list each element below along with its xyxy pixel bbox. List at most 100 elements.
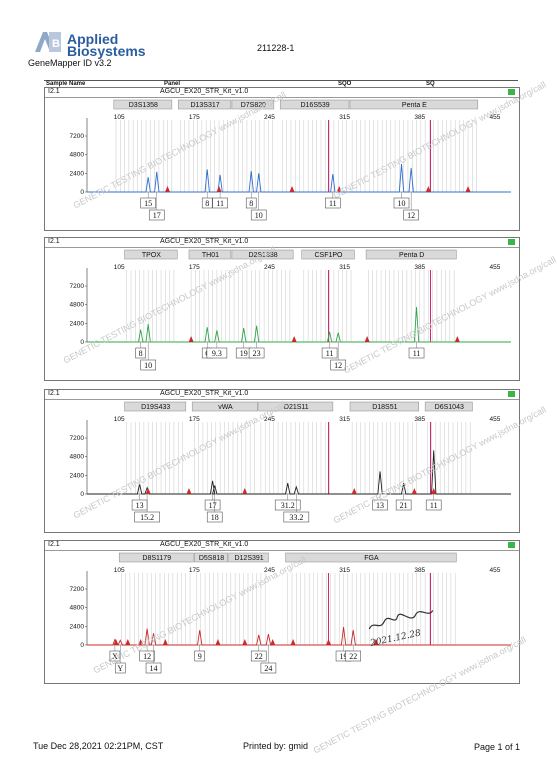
- x-tick-label: 455: [489, 567, 500, 574]
- allele-box[interactable]: [248, 347, 265, 359]
- sample-name: I2.1: [48, 390, 60, 397]
- locus-bar[interactable]: [177, 99, 232, 110]
- locus-bar[interactable]: [285, 552, 457, 563]
- allele-box[interactable]: [345, 650, 362, 662]
- allele-box[interactable]: [206, 511, 223, 523]
- size-standard-peak: [465, 186, 471, 192]
- locus-bar[interactable]: [118, 552, 194, 563]
- allele-box[interactable]: [109, 650, 121, 662]
- locus-bar[interactable]: [113, 99, 173, 110]
- allele-box[interactable]: [250, 209, 267, 221]
- allele-label: 15: [144, 199, 152, 208]
- x-tick-label: 105: [114, 416, 125, 423]
- locus-label: TH01: [202, 252, 219, 259]
- allele-label: 8: [249, 199, 253, 208]
- allele-box[interactable]: [321, 347, 338, 359]
- locus-bar[interactable]: [191, 401, 258, 412]
- trace-line: [87, 306, 511, 343]
- size-standard-peak: [216, 186, 222, 192]
- allele-box[interactable]: [201, 197, 213, 209]
- allele-box[interactable]: [403, 209, 419, 221]
- allele-box[interactable]: [140, 197, 156, 209]
- allele-box[interactable]: [393, 197, 410, 209]
- allele-box[interactable]: [325, 197, 341, 209]
- size-standard-peak: [364, 336, 370, 342]
- allele-box[interactable]: [135, 347, 146, 359]
- allele-box[interactable]: [408, 347, 425, 359]
- electropherogram-svg: D3S1358 D13S317 D7S820 D16S539 Penta E 105 175…: [70, 99, 511, 221]
- brand-line-2: Biosystems: [67, 43, 146, 59]
- x-tick-label: 175: [189, 567, 200, 574]
- locus-label: TPOX: [142, 252, 161, 259]
- allele-box[interactable]: [145, 662, 162, 674]
- quality-flag-icon: [508, 542, 515, 548]
- allele-box[interactable]: [260, 662, 277, 674]
- locus-label: D5S818: [199, 555, 224, 562]
- y-tick-label: 4800: [70, 454, 85, 461]
- locus-label: D16S539: [300, 102, 329, 109]
- signature-scribble: [368, 610, 434, 630]
- allele-label: 10: [144, 361, 152, 370]
- locus-bar[interactable]: [365, 249, 457, 260]
- locus-bar[interactable]: [231, 249, 294, 260]
- allele-box[interactable]: [395, 499, 412, 511]
- x-tick-label: 455: [489, 114, 500, 121]
- x-tick-label: 175: [189, 264, 200, 271]
- locus-bar[interactable]: [349, 99, 479, 110]
- size-standard-peak: [186, 488, 192, 494]
- locus-bar[interactable]: [124, 401, 187, 412]
- allele-label: 24: [264, 664, 272, 673]
- allele-box[interactable]: [250, 650, 267, 662]
- allele-box[interactable]: [194, 650, 206, 662]
- size-standard-peak: [454, 336, 460, 342]
- size-standard-peak: [125, 639, 131, 645]
- allele-box[interactable]: [204, 499, 221, 511]
- allele-box[interactable]: [139, 650, 155, 662]
- locus-bar[interactable]: [194, 552, 228, 563]
- locus-bar[interactable]: [188, 249, 232, 260]
- locus-bar[interactable]: [228, 552, 269, 563]
- x-tick-label: 315: [339, 416, 350, 423]
- allele-label: 15.2: [140, 513, 154, 522]
- ab-logo-icon: B: [35, 32, 61, 52]
- x-tick-label: 245: [264, 567, 275, 574]
- electropherogram-svg: D19S433 vWA D21S11 D18S51 D6S1043 105 175 245 31…: [70, 401, 511, 523]
- locus-bar[interactable]: [301, 249, 355, 260]
- electropherogram-svg: TPOX TH01 D2S1338 CSF1PO Penta D 105 175 245 315…: [70, 249, 511, 371]
- size-standard-peak: [165, 186, 171, 192]
- allele-box[interactable]: [134, 511, 160, 523]
- locus-bar[interactable]: [279, 99, 350, 110]
- locus-label: D3S1358: [129, 102, 158, 109]
- y-tick-label: 2400: [70, 320, 85, 327]
- allele-box[interactable]: [274, 499, 301, 511]
- allele-label: 11: [216, 199, 224, 208]
- locus-bar[interactable]: [349, 401, 420, 412]
- allele-box[interactable]: [148, 209, 165, 221]
- locus-bar[interactable]: [231, 99, 275, 110]
- locus-bar[interactable]: [258, 401, 334, 412]
- allele-box[interactable]: [114, 662, 126, 674]
- size-standard-peak: [326, 639, 332, 645]
- size-standard-peak: [373, 639, 379, 645]
- allele-box[interactable]: [372, 499, 388, 511]
- allele-box[interactable]: [212, 197, 228, 209]
- allele-box[interactable]: [425, 499, 442, 511]
- locus-bar[interactable]: [124, 249, 178, 260]
- electropherogram-panel-green: I2.1 AGCU_EX20_STR_Kit_v1.0 TPOX TH01 D2S133…: [44, 237, 520, 381]
- allele-box[interactable]: [140, 359, 156, 371]
- allele-box[interactable]: [206, 347, 228, 359]
- locus-bar[interactable]: [424, 401, 473, 412]
- size-standard-peak: [242, 639, 248, 645]
- allele-label: 18: [211, 513, 219, 522]
- y-tick-label: 0: [80, 339, 84, 346]
- app-name: GeneMapper ID v3.2: [28, 58, 112, 68]
- allele-label: 23: [253, 349, 261, 358]
- allele-box[interactable]: [283, 511, 310, 523]
- allele-box[interactable]: [330, 359, 346, 371]
- y-tick-label: 2400: [70, 472, 85, 479]
- svg-text:B: B: [52, 38, 60, 50]
- x-tick-label: 385: [414, 567, 425, 574]
- sample-name: I2.1: [48, 541, 60, 548]
- allele-box[interactable]: [245, 197, 257, 209]
- panel-name: AGCU_EX20_STR_Kit_v1.0: [160, 88, 249, 95]
